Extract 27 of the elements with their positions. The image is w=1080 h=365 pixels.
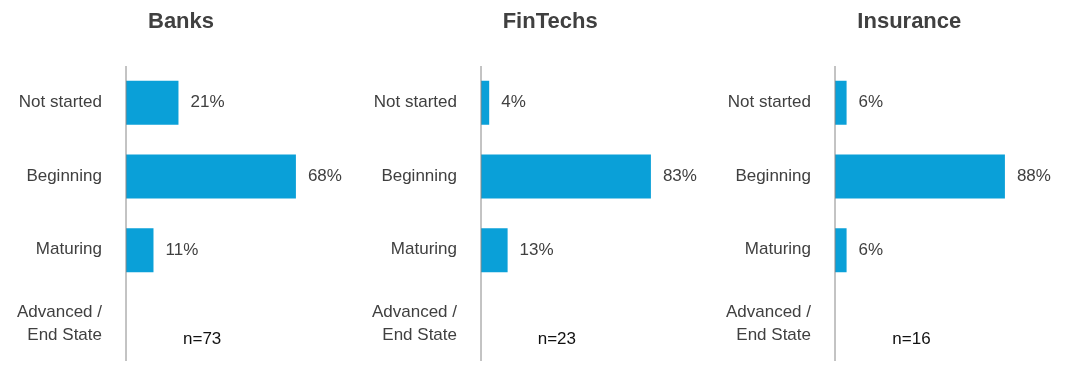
- y-tick-label: Beginning: [26, 166, 102, 186]
- data-label: 13%: [519, 239, 554, 259]
- annotation: n=16: [892, 329, 931, 349]
- chart-title: Banks: [148, 8, 215, 34]
- data-label: 4%: [500, 92, 526, 112]
- y-tick-label: Advanced / End State: [726, 302, 812, 345]
- y-tick-label: Beginning: [381, 166, 457, 186]
- data-label: 6%: [858, 92, 884, 112]
- chart-title: Insurance: [857, 8, 962, 34]
- data-label: 6%: [858, 239, 884, 259]
- data-label: 21%: [190, 92, 225, 112]
- y-tick-label: Not started: [18, 92, 102, 112]
- data-label: 83%: [662, 165, 697, 185]
- data-label: 11%: [165, 239, 199, 259]
- chart-title: FinTechs: [502, 8, 598, 34]
- y-tick-label: Not started: [373, 92, 457, 112]
- y-tick-label: Advanced / End State: [16, 302, 103, 345]
- data-label: 68%: [307, 165, 342, 185]
- y-tick-label: Not started: [728, 92, 812, 112]
- y-tick-label: Maturing: [390, 239, 457, 259]
- data-label: 88%: [1017, 165, 1052, 185]
- y-tick-label: Beginning: [735, 166, 812, 186]
- y-tick-label: Maturing: [745, 239, 812, 259]
- annotation: n=23: [537, 329, 576, 349]
- y-tick-label: Advanced / End State: [371, 302, 457, 345]
- y-tick-label: Maturing: [35, 239, 102, 259]
- annotation: n=73: [183, 329, 222, 349]
